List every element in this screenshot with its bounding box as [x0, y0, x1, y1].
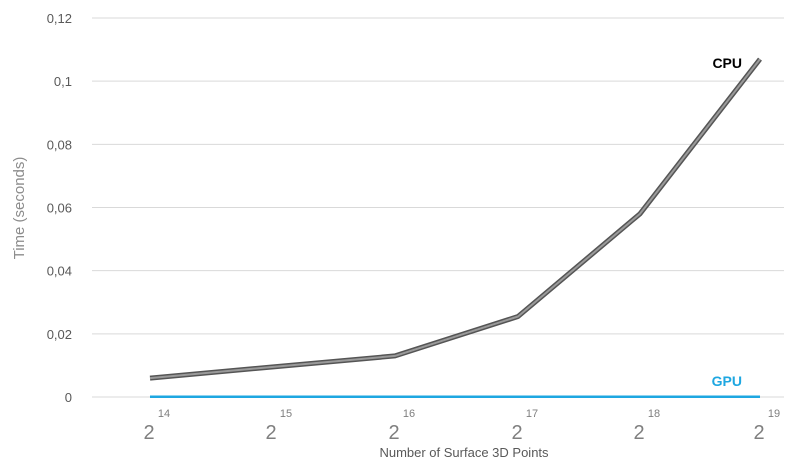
y-tick-label: 0,1 — [54, 74, 72, 89]
y-tick-label: 0,06 — [47, 201, 72, 216]
x-tick-exponent: 15 — [280, 408, 292, 420]
y-axis-label: Time (seconds) — [11, 157, 28, 260]
x-tick-base: 2 — [511, 422, 522, 444]
y-tick-label: 0 — [65, 390, 72, 405]
x-tick-label: 2 17 — [511, 408, 538, 444]
y-tick-label: 0,08 — [47, 137, 72, 152]
x-axis-ticks: 2 14 2 15 2 16 2 17 2 18 2 19 — [143, 408, 780, 444]
x-tick-label: 2 15 — [265, 408, 292, 444]
x-tick-exponent: 19 — [768, 408, 780, 420]
x-axis-label: Number of Surface 3D Points — [379, 445, 549, 460]
x-tick-exponent: 17 — [526, 408, 538, 420]
x-tick-exponent: 16 — [403, 408, 415, 420]
x-tick-label: 2 18 — [633, 408, 660, 444]
x-tick-exponent: 18 — [648, 408, 660, 420]
cpu-line-outline — [149, 57, 762, 381]
cpu-line — [149, 58, 761, 380]
series-label-gpu: GPU — [712, 373, 742, 389]
series-label-cpu: CPU — [712, 55, 742, 71]
x-tick-base: 2 — [265, 422, 276, 444]
x-tick-label: 2 19 — [753, 408, 780, 444]
y-tick-label: 0,04 — [47, 264, 72, 279]
x-tick-base: 2 — [633, 422, 644, 444]
x-tick-exponent: 14 — [158, 408, 170, 420]
y-tick-label: 0,12 — [47, 11, 72, 26]
gridlines — [92, 17, 784, 398]
y-tick-label: 0,02 — [47, 327, 72, 342]
series-cpu — [149, 57, 762, 381]
x-tick-label: 2 16 — [388, 408, 415, 444]
y-axis-ticks: 0 0,02 0,04 0,06 0,08 0,1 0,12 — [47, 11, 72, 405]
x-tick-base: 2 — [388, 422, 399, 444]
x-tick-base: 2 — [753, 422, 764, 444]
x-tick-label: 2 14 — [143, 408, 170, 444]
series-labels: CPU GPU — [712, 55, 742, 389]
x-tick-base: 2 — [143, 422, 154, 444]
series-lines — [149, 57, 762, 398]
